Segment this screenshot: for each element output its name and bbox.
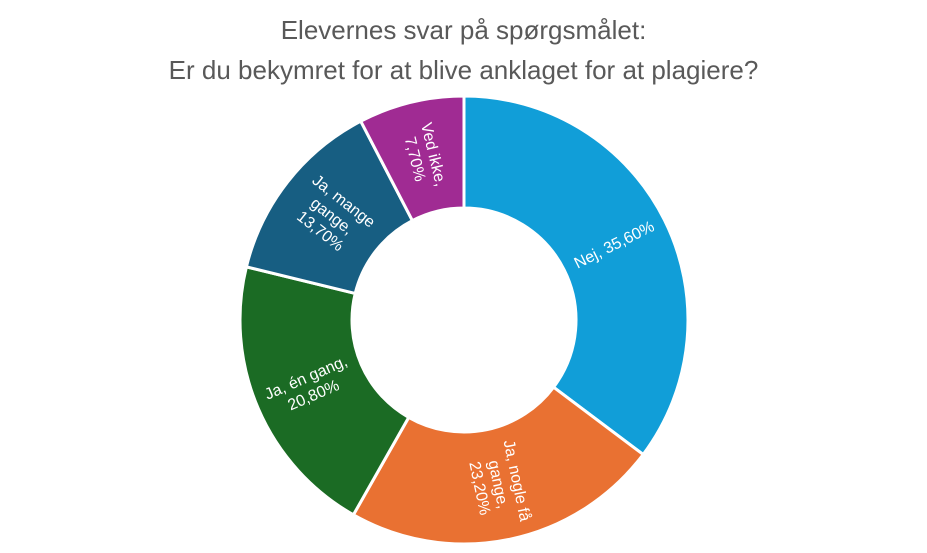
slice-en-gang [238,265,411,517]
slice-ved-ikke [358,94,466,223]
chart-title-line-2: Er du bekymret for at blive anklaget for… [168,55,759,85]
slice-nogle-faa-gange [351,385,646,546]
chart-title: Elevernes svar på spørgsmålet: Er du bek… [0,10,927,90]
chart-title-line-1: Elevernes svar på spørgsmålet: [280,15,647,45]
slice-nej [462,94,690,457]
slice-mange-gange [244,119,415,296]
